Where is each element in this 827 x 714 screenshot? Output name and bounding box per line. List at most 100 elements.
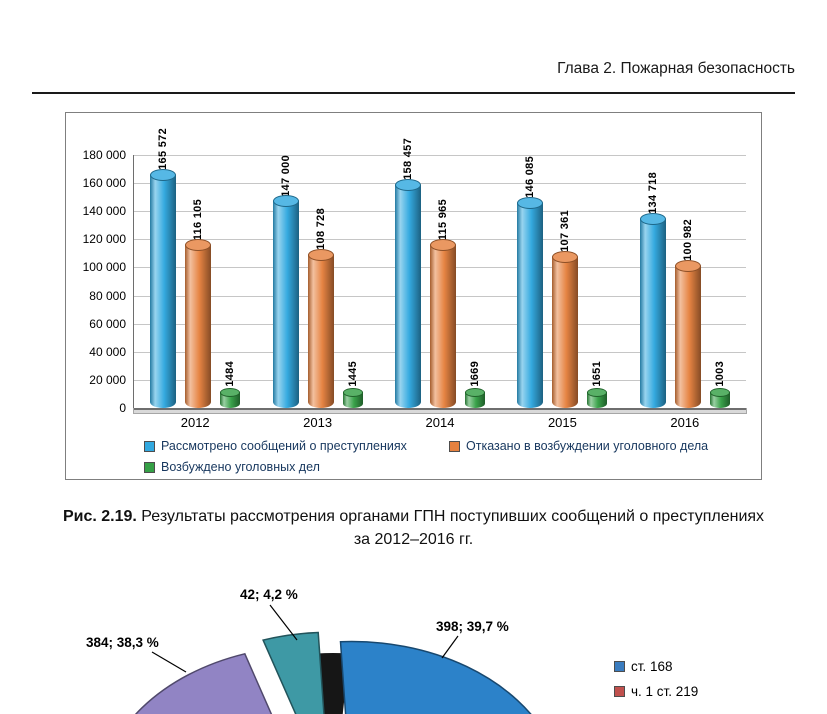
bar-value-label: 1003 [713,361,726,387]
y-axis-line [133,155,134,409]
bar-cylinder-top [150,169,177,182]
bar-group: 134 718 100 982 1003 [624,155,746,408]
bar-plot: 0 20 000 40 000 60 000 80 000 100 000 120 000 1… [83,128,747,415]
gridline [134,211,746,213]
bar: 107 361 [552,210,579,408]
bar-cylinder-top [395,179,422,192]
bar-group: 147 000 108 728 1445 [256,155,378,408]
x-axis-label: 2014 [425,415,455,430]
figure-caption: Рис. 2.19. Результаты рассмотрения орган… [0,505,827,551]
legend-item: Отказано в возбуждении уголовного дела [449,439,708,453]
bar: 134 718 [639,171,666,408]
bar-cylinder-top [674,260,701,273]
pie-slice-teal [262,631,325,714]
bar-value-label: 116 105 [192,198,205,240]
caption-line-2: за 2012–2016 гг. [353,531,474,549]
bar-cylinder-top [639,212,666,225]
pie-slice-label-purple: 384; 38,3 % [86,635,159,650]
bar-value-label: 100 982 [681,219,694,262]
legend-row: Возбуждено уголовных дел [144,460,749,474]
x-axis-label: 2016 [670,415,700,430]
y-axis-tick-label: 0 [119,401,126,415]
bar: 116 105 [185,198,212,408]
bar-cylinder-top [220,387,241,397]
bar-cylinder-top [185,238,212,251]
bar-chart-frame: 0 20 000 40 000 60 000 80 000 100 000 120 000 1… [65,112,762,480]
legend-row: Рассмотрено сообщений о преступлениях Отк… [144,439,749,453]
pie-legend-label: ст. 168 [631,659,673,674]
bar-value-label: 147 000 [279,154,292,197]
pie-legend-label: ч. 1 ст. 219 [631,684,699,699]
pie-legend-swatch [614,686,625,697]
bar-cylinder [674,260,701,408]
y-axis-tick-label: 60 000 [89,316,126,331]
bar-group: 158 457 115 965 1669 [379,138,501,408]
pie-svg [135,604,532,714]
y-axis-tick-label: 120 000 [82,232,126,247]
bar: 158 457 [395,138,422,408]
bar-value-label: 108 728 [314,208,327,251]
bar: 115 965 [430,198,457,408]
bar: 1651 [587,361,608,408]
y-axis-tick-label: 100 000 [82,260,126,275]
pie-label-leader-line [151,651,187,673]
bar-value-label: 165 572 [157,128,170,171]
bar: 146 085 [517,156,544,408]
x-axis-label: 2012 [180,415,210,430]
bar: 1445 [342,361,363,408]
bar-cylinder [517,196,544,408]
bar: 1003 [709,361,730,408]
bar-cylinder [709,387,730,408]
bar-group: 146 085 107 361 1651 [501,155,623,408]
legend-label: Рассмотрено сообщений о преступлениях [161,439,407,453]
bar-cylinder-top [272,195,299,208]
bar-cylinder-top [465,387,486,397]
bar: 1484 [220,361,241,408]
bar-cylinder [342,387,363,408]
y-axis-tick-label: 40 000 [89,344,126,359]
bar-cylinder-top [430,239,457,252]
bar-value-label: 1651 [591,361,604,387]
y-axis-tick-label: 140 000 [82,204,126,219]
bar-cylinder-top [342,387,363,397]
bar-value-label: 115 965 [437,198,450,241]
bar-cylinder [185,238,212,408]
bar-value-label: 134 718 [646,171,659,214]
gridline [134,183,746,185]
pie-chart-area: 42; 4,2 % 398; 39,7 % 384; 38,3 % ст. 16… [0,560,827,714]
caption-line-1: Рис. 2.19. Результаты рассмотрения орган… [0,505,827,528]
bar-group: 165 572 116 105 1484 [134,128,256,408]
bar-cylinder [150,169,177,408]
y-axis-tick-label: 180 000 [82,148,126,162]
y-axis-tick-label: 20 000 [89,372,126,387]
bar: 100 982 [674,219,701,408]
bar: 165 572 [150,128,177,408]
header-rule [32,92,795,94]
pie-label-leader-line [441,635,459,659]
bar-cylinder-top [517,196,544,209]
legend-label: Отказано в возбуждении уголовного дела [466,439,709,453]
bar-cylinder [430,239,457,408]
bar-cylinder [395,179,422,408]
bar-cylinder [220,387,241,408]
y-axis-tick-label: 160 000 [82,176,126,191]
bar-groups: 165 572 116 105 1484 147 000 108 728 1445 158 … [134,128,746,408]
pie-legend-item: ч. 1 ст. 219 [614,684,698,699]
pie-slice-blue [339,640,532,714]
chapter-header: Глава 2. Пожарная безопасность [557,60,795,77]
legend-item: Рассмотрено сообщений о преступлениях [144,439,433,453]
x-axis-label: 2015 [547,415,577,430]
bar: 147 000 [272,154,299,408]
bar: 1669 [465,361,486,408]
gridline [134,155,746,156]
bar-cylinder-top [587,387,608,397]
bar-cylinder [639,212,666,408]
bar-value-label: 1484 [224,361,237,387]
bar-cylinder [307,249,334,408]
bar-value-label: 107 361 [559,210,572,253]
pie-slice-label-blue: 398; 39,7 % [436,619,509,634]
pie-legend-swatch [614,661,625,672]
y-axis-tick-label: 80 000 [89,288,126,303]
bar-xlabels: 2012 2013 2014 2015 2016 [134,415,746,430]
